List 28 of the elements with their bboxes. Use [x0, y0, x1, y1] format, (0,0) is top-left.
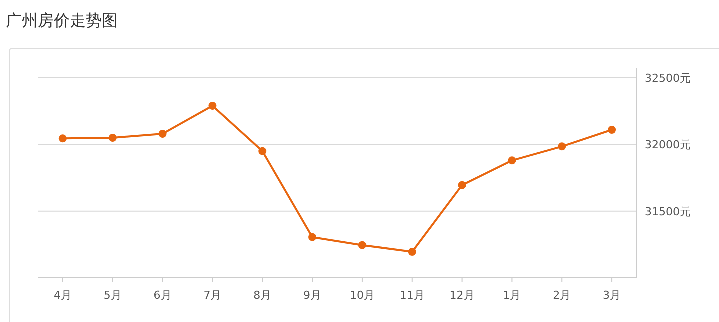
point [258, 147, 267, 156]
point [608, 126, 616, 134]
x-tick-label: 2月 [553, 289, 572, 302]
x-tick-label: 1月 [503, 289, 522, 302]
point [458, 181, 466, 190]
point [308, 233, 317, 242]
point [108, 134, 117, 142]
point [508, 156, 516, 165]
x-tick-label: 4月 [54, 289, 72, 302]
x-tick-label: 10月 [350, 289, 375, 302]
x-tick-label: 11月 [400, 289, 425, 302]
chart-title: 广州房价走势图 [6, 11, 118, 30]
point [58, 134, 67, 143]
x-tick-label: 6月 [154, 289, 172, 302]
y-tick-label: 32000元 [645, 138, 691, 152]
x-tick-label: 3月 [603, 289, 622, 302]
point [208, 102, 217, 110]
point [158, 130, 167, 138]
x-tick-label: 8月 [254, 289, 272, 302]
x-tick-label: 12月 [450, 289, 475, 302]
point [408, 248, 416, 256]
x-tick-label: 9月 [304, 289, 322, 302]
x-tick-label: 7月 [204, 289, 222, 302]
point [558, 142, 566, 151]
y-tick-label: 31500元 [645, 205, 691, 218]
y-tick-label: 32500元 [645, 72, 691, 85]
point [358, 241, 366, 250]
x-tick-label: 5月 [104, 289, 122, 302]
